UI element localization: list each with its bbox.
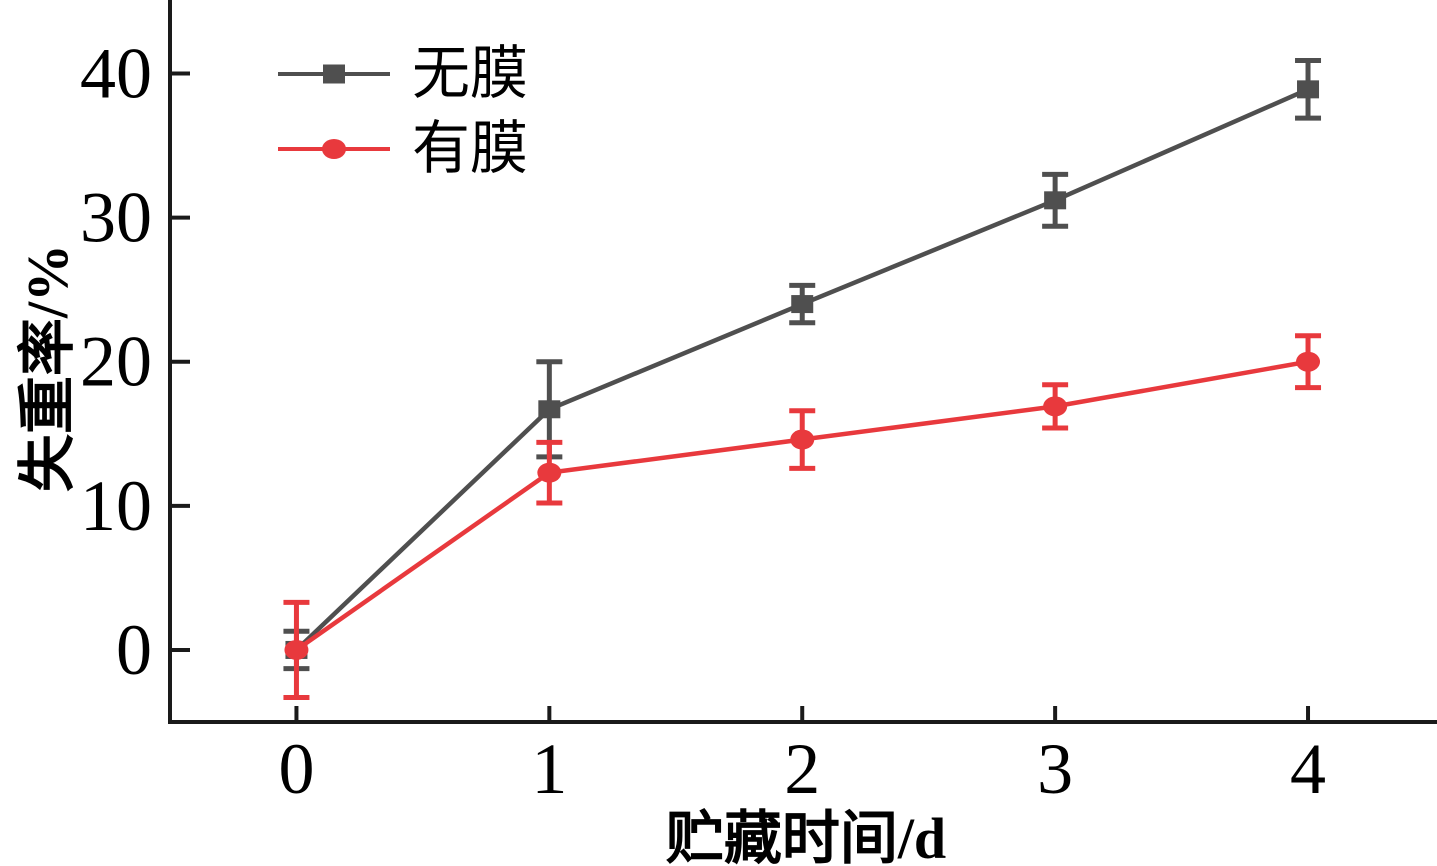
x-tick-label: 4: [1290, 729, 1326, 809]
x-tick-label: 1: [531, 729, 567, 809]
square-data-marker: [1044, 191, 1067, 210]
circle-data-marker: [284, 639, 309, 660]
x-tick-label: 3: [1037, 729, 1073, 809]
square-data-marker: [1297, 80, 1320, 99]
legend-label-with-film: 有膜: [412, 115, 529, 181]
y-axis-label: 失重率/%: [15, 243, 80, 493]
circle-marker-icon: [322, 138, 346, 159]
circle-data-marker: [1296, 351, 1321, 372]
circle-data-marker: [790, 429, 815, 450]
y-tick-label: 40: [80, 33, 152, 113]
legend-label-no-film: 无膜: [412, 40, 529, 106]
x-tick-label: 0: [278, 729, 314, 809]
y-tick-label: 20: [80, 322, 152, 402]
circle-data-marker: [537, 462, 562, 483]
y-tick-label: 0: [116, 610, 152, 690]
legend-line-sample: [278, 64, 390, 83]
square-data-marker: [538, 400, 561, 419]
y-tick-label: 30: [80, 178, 152, 258]
legend-line-sample: [278, 138, 390, 159]
y-tick-label: 10: [80, 466, 152, 546]
square-data-marker: [791, 295, 814, 314]
legend-item-no-film: 无膜: [278, 36, 528, 111]
legend-item-with-film: 有膜: [278, 111, 528, 186]
square-marker-icon: [323, 64, 345, 83]
x-axis-label: 贮藏时间/d: [665, 806, 947, 866]
legend: 无膜 有膜: [278, 36, 528, 186]
circle-data-marker: [1043, 396, 1068, 417]
x-tick-label: 2: [784, 729, 820, 809]
